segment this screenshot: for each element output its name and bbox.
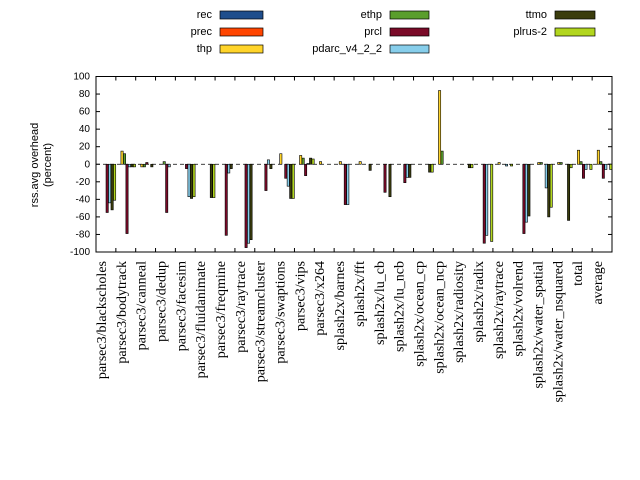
svg-text:splash2x/raytrace: splash2x/raytrace <box>492 261 507 359</box>
svg-text:-80: -80 <box>76 229 91 240</box>
svg-text:100: 100 <box>73 72 90 83</box>
svg-text:splash2x/fft: splash2x/fft <box>353 261 368 327</box>
svg-text:parsec3/freqmine: parsec3/freqmine <box>214 261 229 358</box>
svg-text:prcl: prcl <box>364 26 382 38</box>
svg-text:splash2x/barnes: splash2x/barnes <box>333 261 348 350</box>
svg-text:parsec3/x264: parsec3/x264 <box>313 261 328 336</box>
svg-text:parsec3/streamcluster: parsec3/streamcluster <box>254 261 269 383</box>
svg-text:splash2x/water_nsquared: splash2x/water_nsquared <box>551 261 566 403</box>
svg-text:parsec3/bodytrack: parsec3/bodytrack <box>115 261 130 364</box>
svg-text:splash2x/ocean_ncp: splash2x/ocean_ncp <box>432 261 447 374</box>
svg-text:-20: -20 <box>76 177 91 188</box>
svg-text:(percent): (percent) <box>42 143 54 187</box>
svg-text:parsec3/swaptions: parsec3/swaptions <box>274 261 289 364</box>
svg-text:splash2x/lu_cb: splash2x/lu_cb <box>373 261 388 345</box>
svg-text:rss.avg overhead: rss.avg overhead <box>29 123 41 207</box>
svg-text:parsec3/facesim: parsec3/facesim <box>174 261 189 351</box>
svg-text:ethp: ethp <box>361 9 382 21</box>
svg-text:thp: thp <box>197 43 212 55</box>
svg-text:parsec3/vips: parsec3/vips <box>293 261 308 331</box>
svg-text:splash2x/lu_ncb: splash2x/lu_ncb <box>393 261 408 352</box>
svg-text:parsec3/raytrace: parsec3/raytrace <box>234 261 249 353</box>
svg-text:prec: prec <box>191 26 213 38</box>
svg-text:splash2x/radiosity: splash2x/radiosity <box>452 261 467 363</box>
svg-text:splash2x/ocean_cp: splash2x/ocean_cp <box>412 261 427 367</box>
svg-text:parsec3/fluidanimate: parsec3/fluidanimate <box>194 261 209 378</box>
svg-text:parsec3/canneal: parsec3/canneal <box>135 261 150 350</box>
svg-text:total: total <box>571 261 586 286</box>
svg-text:-40: -40 <box>76 194 91 205</box>
svg-text:parsec3/dedup: parsec3/dedup <box>154 261 169 342</box>
svg-text:40: 40 <box>79 124 91 135</box>
svg-text:parsec3/blackscholes: parsec3/blackscholes <box>95 261 110 379</box>
svg-text:splash2x/water_spatial: splash2x/water_spatial <box>532 261 547 389</box>
svg-text:-60: -60 <box>76 212 91 223</box>
svg-text:20: 20 <box>79 142 91 153</box>
svg-text:60: 60 <box>79 107 91 118</box>
svg-text:ttmo: ttmo <box>526 9 547 21</box>
svg-text:-100: -100 <box>70 247 90 258</box>
svg-text:average: average <box>591 261 606 305</box>
svg-text:splash2x/volrend: splash2x/volrend <box>512 261 527 357</box>
svg-text:splash2x/radix: splash2x/radix <box>472 261 487 343</box>
svg-text:plrus-2: plrus-2 <box>513 26 547 38</box>
svg-text:0: 0 <box>84 159 90 170</box>
svg-text:rec: rec <box>197 9 213 21</box>
svg-text:pdarc_v4_2_2: pdarc_v4_2_2 <box>312 43 382 55</box>
svg-text:80: 80 <box>79 89 91 100</box>
